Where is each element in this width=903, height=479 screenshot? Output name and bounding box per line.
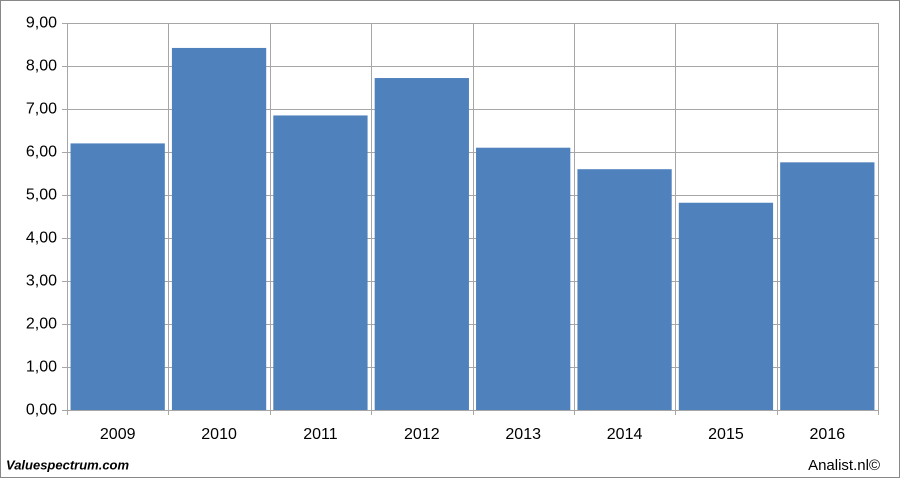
x-tick-label: 2015 <box>708 426 744 443</box>
bar <box>374 78 469 410</box>
y-tick-label: 1,00 <box>26 359 57 376</box>
bar <box>577 169 672 410</box>
x-tick-label: 2013 <box>505 426 541 443</box>
x-tick-label: 2014 <box>607 426 643 443</box>
bar <box>678 202 774 410</box>
x-tick-label: 2011 <box>303 426 338 443</box>
source: Valuespectrum.com <box>6 457 130 472</box>
y-tick-label: 2,00 <box>26 316 57 333</box>
y-tick-label: 7,00 <box>26 101 57 118</box>
x-tick-label: 2010 <box>201 426 237 443</box>
bar <box>171 47 267 410</box>
bar <box>476 147 571 410</box>
y-tick-label: 3,00 <box>26 273 57 290</box>
y-tick-label: 4,00 <box>26 230 57 247</box>
credit: Analist.nl© <box>808 457 880 474</box>
y-tick-label: 9,00 <box>26 15 57 32</box>
x-tick-label: 2009 <box>100 426 136 443</box>
bar <box>780 162 875 410</box>
y-tick-label: 0,00 <box>26 402 57 419</box>
y-tick-label: 5,00 <box>26 187 57 204</box>
bar <box>70 143 165 410</box>
bar <box>273 115 368 410</box>
y-tick-label: 8,00 <box>26 58 57 75</box>
y-tick-label: 6,00 <box>26 144 57 161</box>
x-tick-label: 2016 <box>810 426 846 443</box>
x-tick-label: 2012 <box>404 426 440 443</box>
